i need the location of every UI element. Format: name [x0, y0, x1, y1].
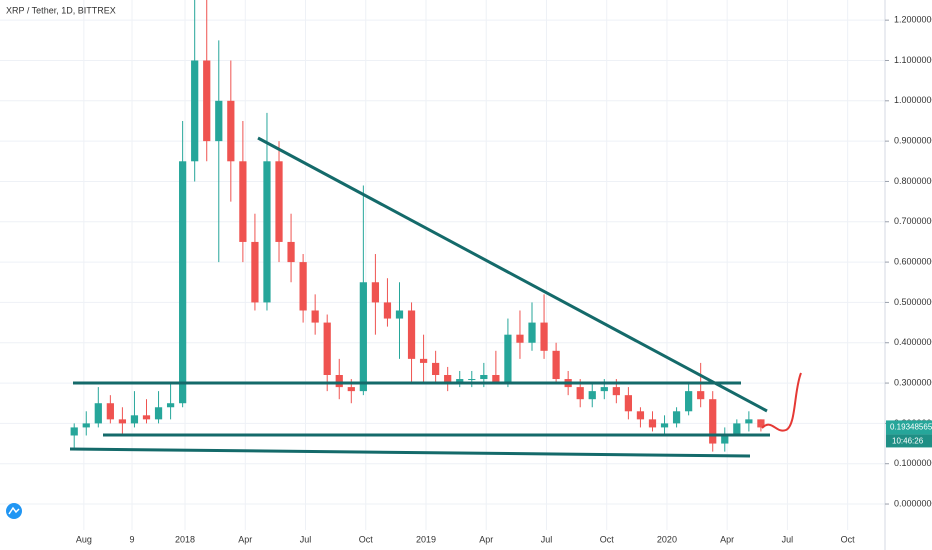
x-tick-label: 2020 [657, 534, 677, 544]
candle-body [359, 282, 367, 392]
candle-body [311, 310, 319, 323]
x-tick-label: Jul [782, 534, 794, 544]
candle-body [371, 282, 380, 303]
candle-body [239, 161, 247, 242]
candle-body [106, 403, 114, 420]
candle-body [528, 322, 536, 343]
candle-body [407, 310, 416, 359]
candle-body [576, 387, 584, 400]
y-tick-label: 0.70000000 [894, 216, 932, 226]
candle-body [492, 375, 500, 384]
candle-body [432, 362, 440, 375]
candle-body [203, 60, 211, 142]
candle-body [251, 241, 259, 303]
y-tick-label: 0.60000000 [894, 256, 932, 266]
candle-body [166, 403, 175, 408]
axes: 0.000000000.100000000.200000000.30000000… [76, 15, 932, 544]
candle-body [94, 403, 102, 424]
y-tick-label: 1.10000000 [894, 55, 932, 65]
x-tick-label: Oct [359, 534, 374, 544]
x-tick-label: 2019 [416, 534, 436, 544]
candle-body [395, 310, 404, 319]
candle-body [516, 334, 524, 343]
countdown-box [886, 434, 932, 448]
candle-body [660, 423, 669, 428]
candle-body [636, 411, 645, 420]
candle-body [299, 262, 307, 311]
candle-body [82, 423, 90, 428]
candle-body [227, 100, 235, 162]
candle-body [540, 322, 548, 351]
x-tick-label: Apr [479, 534, 493, 544]
x-tick-label: Oct [600, 534, 615, 544]
candle-body [612, 387, 620, 396]
candle-body [757, 419, 765, 428]
x-tick-label: 2018 [175, 534, 195, 544]
candles [70, 0, 765, 452]
candle-body [263, 161, 271, 303]
candle-body [444, 375, 452, 384]
candle-body [215, 100, 223, 142]
candle-body [697, 391, 705, 400]
projection-curve [761, 372, 802, 432]
last-price-label: 0.19348565 [890, 423, 932, 432]
y-tick-label: 0.30000000 [894, 377, 932, 387]
x-tick-label: Aug [76, 534, 92, 544]
candle-body [600, 387, 608, 392]
x-tick-label: Jul [300, 534, 312, 544]
candle-body [142, 415, 151, 420]
candle-body [709, 399, 717, 444]
candle-body [335, 375, 343, 388]
candle-body [733, 423, 741, 436]
x-tick-label: 9 [130, 534, 135, 544]
chart-title: XRP / Tether, 1D, BITTREX [6, 5, 116, 15]
logo-mark [8, 506, 20, 515]
y-tick-label: 0.00000000 [894, 498, 932, 508]
candle-body [648, 419, 657, 428]
y-tick-label: 0.90000000 [894, 136, 932, 146]
countdown-label: 10:46:26 [892, 437, 924, 446]
lower-support-line [69, 447, 751, 458]
x-tick-label: Apr [720, 534, 734, 544]
x-tick-label: Jul [541, 534, 553, 544]
candle-body [504, 334, 512, 384]
candle-body [118, 419, 127, 424]
candle-body [275, 161, 283, 242]
y-tick-label: 0.10000000 [894, 458, 932, 468]
candle-body [685, 391, 693, 412]
candle-body [624, 395, 633, 412]
candle-body [552, 350, 560, 380]
candle-body [588, 391, 596, 400]
candle-body [287, 241, 295, 263]
candle-body [721, 435, 729, 444]
candle-body [347, 387, 355, 392]
drawings [69, 136, 802, 458]
candle-body [419, 358, 428, 363]
candle-body [323, 322, 331, 375]
candle-body [130, 415, 139, 424]
candle-body [480, 375, 488, 380]
descending-trendline [257, 136, 768, 413]
x-tick-label: Apr [238, 534, 252, 544]
candle-body [179, 161, 187, 404]
candle-body [672, 411, 681, 424]
y-tick-label: 0.80000000 [894, 176, 932, 186]
last-price-box [886, 420, 932, 435]
candle-body [383, 302, 392, 319]
x-tick-label: Oct [841, 534, 856, 544]
y-tick-label: 0.40000000 [894, 337, 932, 347]
y-tick-label: 1.20000000 [894, 15, 932, 25]
candle-body [191, 60, 199, 162]
y-tick-label: 0.50000000 [894, 297, 932, 307]
candle-body [468, 379, 476, 381]
logo [6, 503, 22, 519]
candle-body [70, 427, 78, 436]
candle-body [154, 407, 163, 420]
candle-body [456, 379, 464, 384]
y-tick-label: 1.00000000 [894, 95, 932, 105]
candle-body [745, 419, 753, 424]
